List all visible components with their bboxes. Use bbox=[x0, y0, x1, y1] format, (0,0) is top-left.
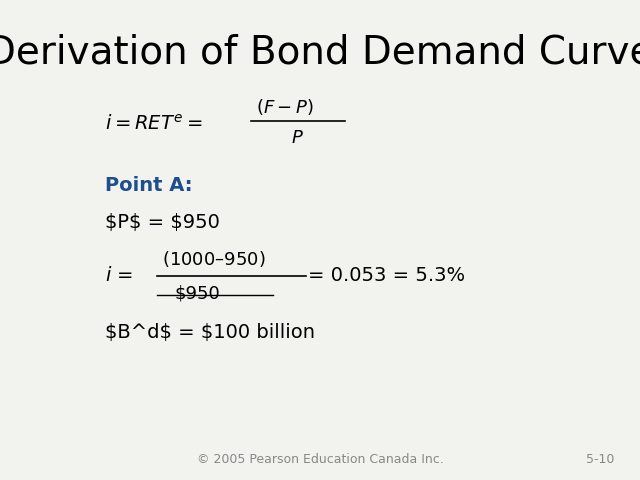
Text: $i = RET^e =$: $i = RET^e =$ bbox=[105, 114, 202, 134]
Text: $i$ =: $i$ = bbox=[105, 266, 132, 285]
Text: Point A:: Point A: bbox=[105, 176, 192, 194]
Text: $(F - P)$: $(F - P)$ bbox=[256, 97, 314, 118]
Text: 5-10: 5-10 bbox=[586, 453, 614, 466]
Text: $P$ = $950: $P$ = $950 bbox=[105, 213, 220, 231]
Text: Derivation of Bond Demand Curve: Derivation of Bond Demand Curve bbox=[0, 34, 640, 72]
Text: © 2005 Pearson Education Canada Inc.: © 2005 Pearson Education Canada Inc. bbox=[196, 453, 444, 466]
Text: $950: $950 bbox=[174, 285, 220, 302]
Text: = 0.053 = 5.3%: = 0.053 = 5.3% bbox=[308, 266, 465, 285]
Text: $B^d$ = $100 billion: $B^d$ = $100 billion bbox=[105, 324, 315, 342]
Text: $P$: $P$ bbox=[291, 129, 303, 147]
Text: ($1000 – $950): ($1000 – $950) bbox=[162, 249, 266, 269]
